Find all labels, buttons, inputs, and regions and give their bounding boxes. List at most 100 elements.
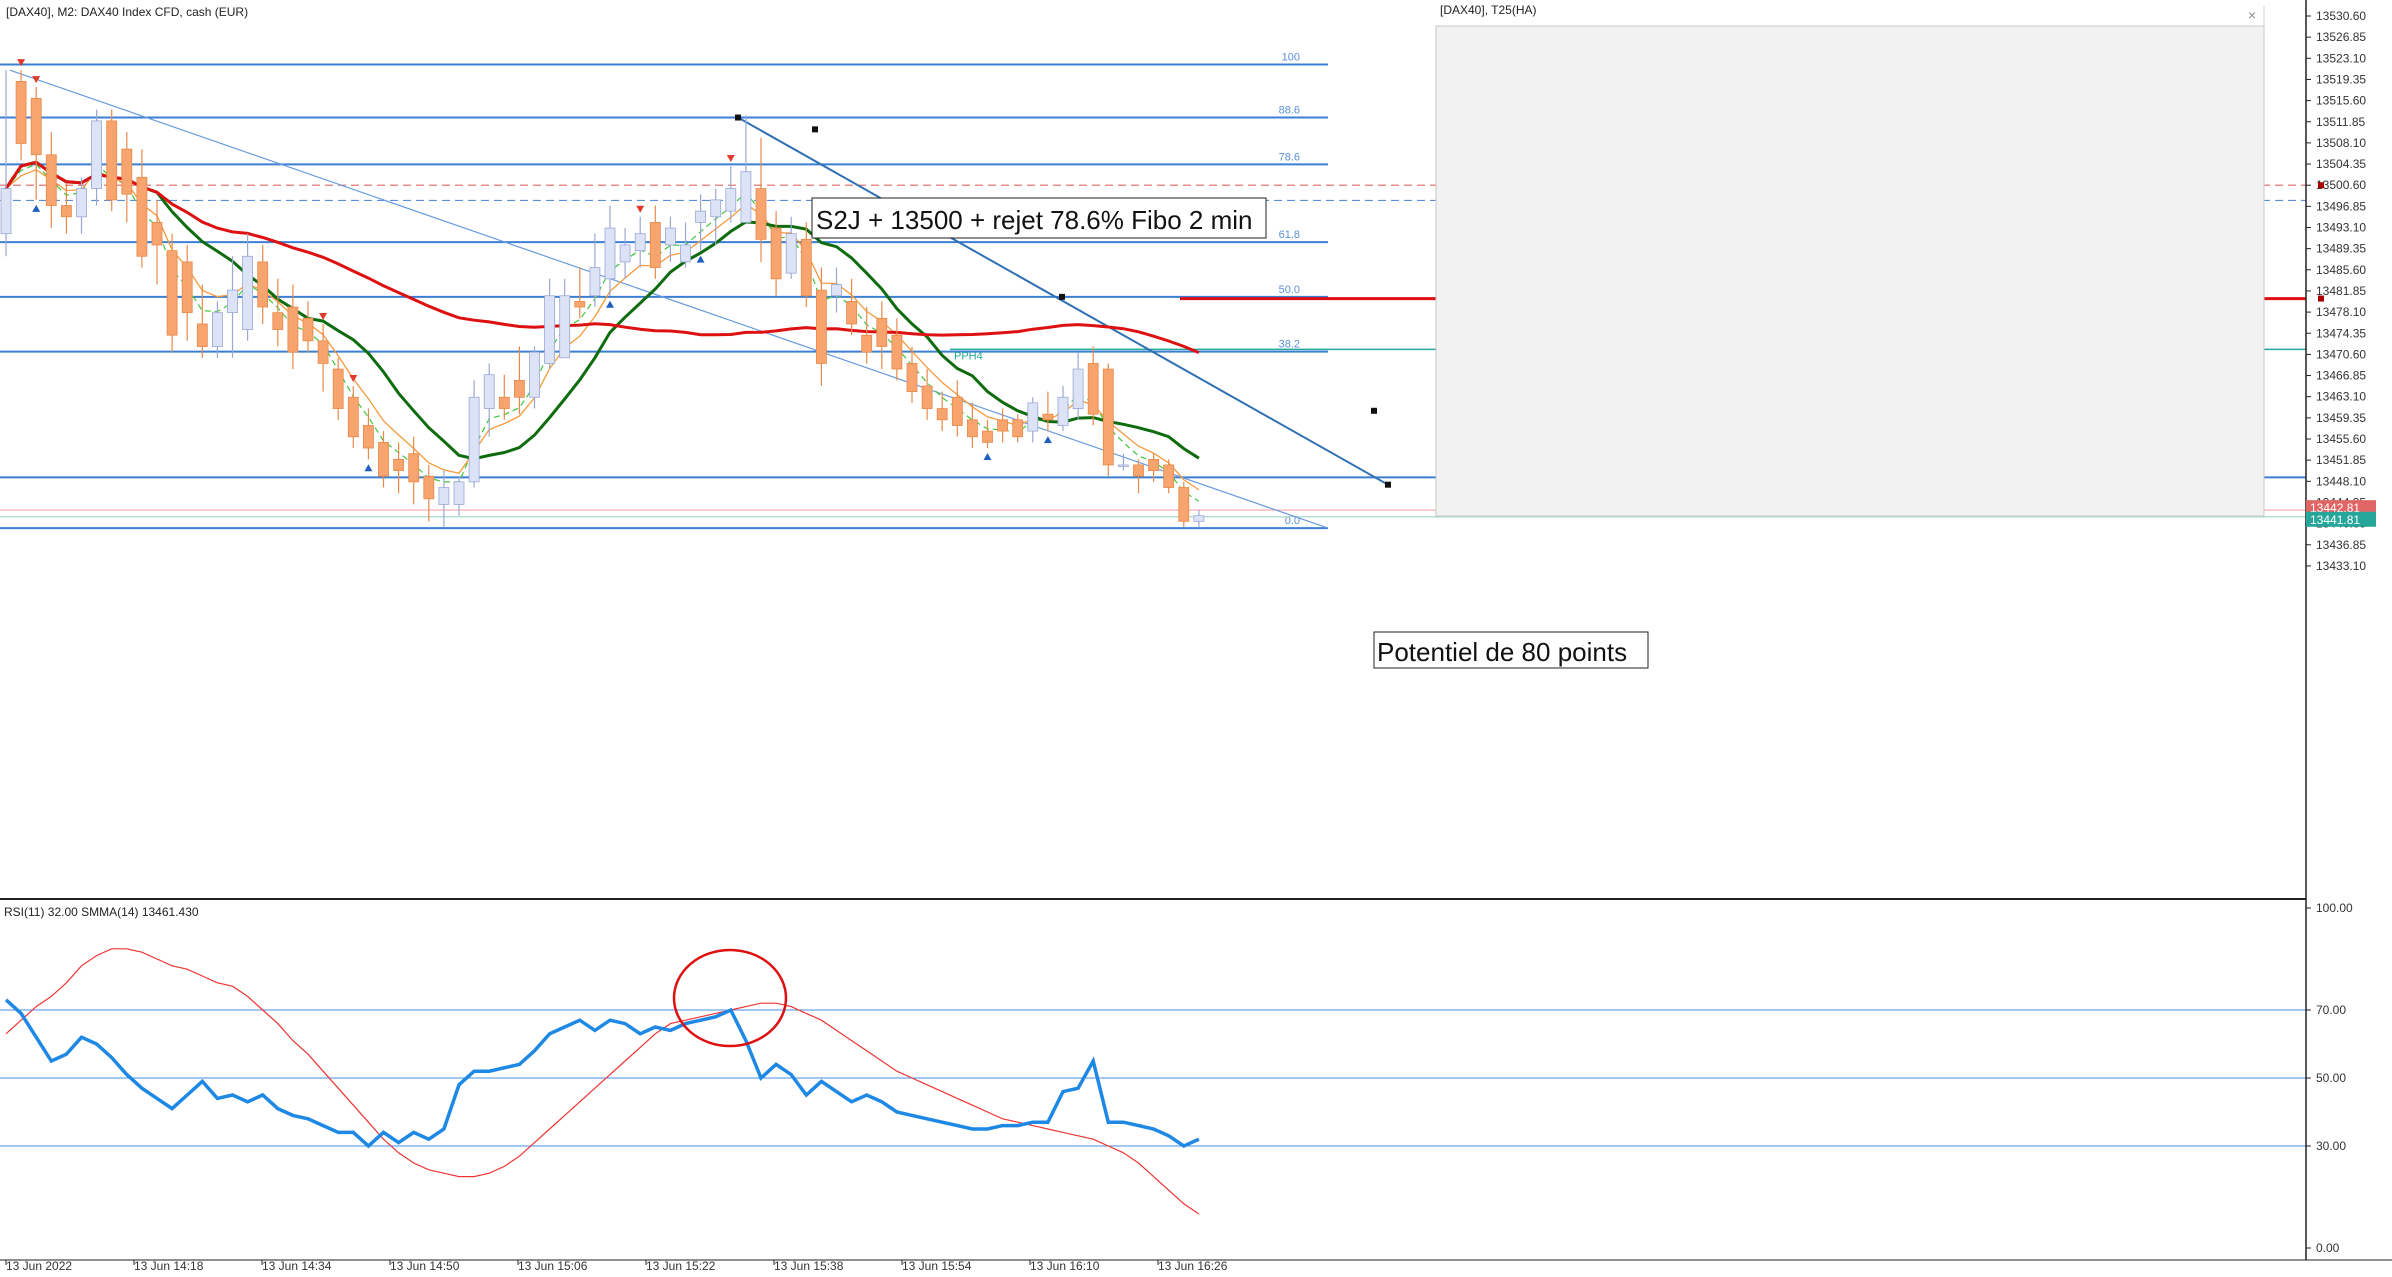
rsi-line [4,998,1200,1149]
candle-body [665,227,676,246]
trendline-anchor [1385,481,1391,488]
candle-body [1102,368,1114,466]
candle-body [317,340,329,364]
candle-body [468,396,480,483]
price-tick-label: 13508.10 [2316,136,2366,150]
signal-arrow-down [726,155,735,163]
candle-body [951,396,963,426]
candle-body [106,120,118,201]
alert-marker [2318,295,2324,302]
price-tick-label: 13466.85 [2316,369,2366,383]
candle-body [1012,419,1024,438]
price-tick-label: 13474.35 [2316,326,2366,340]
candle-body [1148,458,1159,471]
candle-body [982,430,993,443]
price-tick-label: 13496.85 [2316,199,2366,213]
price-axis[interactable]: 13530.60 13526.85 13523.10 13519.35 13515.60… [2305,0,2376,1260]
price-tick-label: 13523.10 [2316,51,2366,65]
candle-body [967,419,978,438]
time-tick-label: 13 Jun 16:26 [1158,1259,1228,1272]
candle-body [1087,363,1099,415]
candle-body [1178,487,1190,522]
candle-body [498,396,510,409]
rsi-tick-label: 50.00 [2316,1071,2346,1085]
signal-arrow-down [17,59,26,67]
rsi-tick-label: 30.00 [2316,1139,2346,1153]
rsi-axis: 100.00 70.00 50.00 30.00 0.00 [2306,901,2353,1255]
price-tick-label: 13478.10 [2316,305,2366,319]
candle-body [121,148,133,195]
candle-body [831,284,842,297]
trendline-anchor [735,114,741,121]
rsi-title: RSI(11) 32.00 SMMA(14) 13461.430 [4,905,199,919]
price-tick-label: 13485.60 [2316,263,2366,277]
annotation-target[interactable]: Potentiel de 80 points [1373,631,1649,669]
chart-title: [DAX40], M2: DAX40 Index CFD, cash (EUR) [6,5,248,19]
candle-body [936,408,948,421]
time-tick-label: 13 Jun 15:38 [774,1259,844,1272]
price-tick-label: 13519.35 [2316,72,2366,86]
rsi-panel[interactable]: RSI(11) 32.00 SMMA(14) 13461.430 [0,905,2306,1215]
candle-body [0,188,12,235]
ma-fast-dashed [5,162,1200,502]
candle-body [529,351,540,398]
candle-body [876,317,888,347]
signal-arrows [17,59,1052,472]
candle-body [91,120,102,189]
candle-body [861,334,873,353]
candle-body [347,396,359,438]
candle-body [166,250,178,336]
price-tag-label: 13441.81 [2310,513,2360,527]
signal-arrow-up [696,255,705,263]
candle-body [1042,413,1054,421]
candle-body [408,453,420,483]
fib-level-label: 38.2 [1279,339,1300,351]
trendline-anchor [1371,407,1377,414]
annotation-target-box [1373,631,1649,669]
subwindow-t25[interactable]: [DAX40], T25(HA) × [1435,3,2265,517]
candle-body [619,244,631,263]
subwindow-title: [DAX40], T25(HA) [1440,3,1536,17]
subwindow-body [1435,25,2265,517]
candle-body [921,385,933,409]
fib-level-label: 78.6 [1279,151,1300,163]
candle-body [559,295,571,359]
price-tick-label: 13515.60 [2316,94,2366,108]
fib-level-label: 50.0 [1279,284,1300,296]
candle-body [302,317,314,342]
candle-body [61,205,72,218]
annotation-rejection[interactable]: S2J + 13500 + rejet 78.6% Fibo 2 min [811,197,1267,239]
price-tick-label: 13526.85 [2316,30,2366,44]
trendline-anchor [812,126,818,133]
time-axis[interactable]: 13 Jun 2022 13 Jun 14:18 13 Jun 14:34 13 Ju… [0,1259,2392,1273]
rsi-levels [0,1009,2306,1147]
candle-body [755,188,767,240]
candlesticks [0,70,1205,527]
price-tick-label: 13455.60 [2316,432,2366,446]
signal-arrow-down [636,205,645,213]
candle-body [227,289,238,314]
fib-level-label: 100 [1282,52,1300,64]
close-icon[interactable]: × [2248,7,2256,23]
candle-body [1133,464,1144,477]
ma-green [4,160,1200,461]
fib-level-label: 88.6 [1279,105,1300,117]
trendline-anchor [1059,293,1065,300]
price-tick-label: 13489.35 [2316,242,2366,256]
candle-body [211,312,223,347]
fib-level-label: 61.8 [1279,229,1300,241]
candle-body [76,188,87,218]
candle-body [438,487,450,505]
time-tick-label: 13 Jun 14:50 [390,1259,460,1272]
price-tick-label: 13448.10 [2316,474,2366,488]
candle-body [393,458,405,471]
candle-body [906,363,918,393]
candle-body [196,323,208,347]
candle-body [287,306,299,353]
price-tick-label: 13511.85 [2316,115,2365,129]
price-tick-label: 13530.60 [2316,9,2366,23]
candle-body [785,233,797,274]
price-panel[interactable]: 100 88.6 78.6 61.8 50.0 38.2 0.0 PPH4 [DAX40],… [0,5,2306,530]
